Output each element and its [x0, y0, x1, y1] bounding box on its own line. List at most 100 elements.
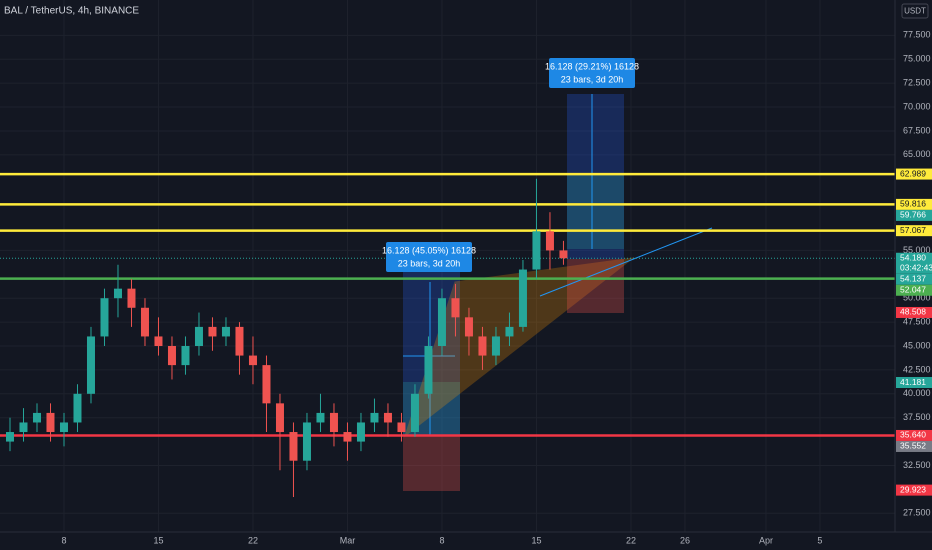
- price-label: 41.181: [900, 377, 926, 387]
- candle-body: [370, 412, 379, 423]
- candle-body: [100, 298, 109, 337]
- currency-badge[interactable]: [901, 3, 929, 19]
- currency: USDT: [904, 7, 926, 16]
- candle-body: [464, 317, 473, 337]
- price-label-box: [896, 209, 932, 221]
- price-label: 59.766: [900, 210, 926, 220]
- candle-body: [356, 422, 365, 442]
- candle-body: [383, 412, 392, 423]
- candle-body: [194, 326, 203, 347]
- x-tick-label: 22: [626, 535, 636, 545]
- price-label: 54.137: [900, 274, 926, 284]
- y-tick-label: 50.000: [903, 293, 931, 303]
- price-label-box: [896, 306, 932, 318]
- chart-title: BAL / TetherUS, 4h, BINANCE: [4, 6, 139, 17]
- long-loss-zone: [403, 436, 460, 491]
- candle-body: [424, 346, 433, 394]
- y-tick-label: 70.000: [903, 101, 931, 111]
- candle-body: [46, 412, 55, 433]
- measure-text: 16.128 (45.05%) 16128: [382, 245, 476, 255]
- y-tick-label: 77.500: [903, 30, 931, 40]
- candle-body: [505, 326, 514, 337]
- y-tick-label: 67.500: [903, 125, 931, 135]
- measure-text: 23 bars, 3d 20h: [561, 74, 624, 84]
- price-label-box: [896, 273, 932, 285]
- candle-body: [302, 422, 311, 461]
- candle-body: [316, 412, 325, 423]
- candle-body: [73, 393, 82, 423]
- candle-body: [559, 250, 568, 259]
- x-tick-label: 22: [248, 535, 258, 545]
- measure-tooltip: [549, 58, 635, 88]
- x-tick-label: Apr: [759, 535, 773, 545]
- candle-body: [181, 346, 190, 366]
- measure-text: 23 bars, 3d 20h: [398, 258, 461, 268]
- price-label-box: [896, 225, 932, 237]
- price-label-box: [896, 168, 932, 180]
- price-label-box: [896, 377, 932, 389]
- candle-body: [478, 336, 487, 356]
- candle-body: [248, 355, 257, 366]
- candle-body: [491, 336, 500, 356]
- candle-body: [154, 336, 163, 347]
- price-label: 54.180: [900, 253, 926, 263]
- measure-tooltip: [386, 242, 472, 272]
- price-label: 59.816: [900, 199, 926, 209]
- candle-body: [208, 326, 217, 337]
- price-label-box: [896, 198, 932, 210]
- y-tick-label: 55.000: [903, 245, 931, 255]
- x-tick-label: 5: [817, 535, 822, 545]
- price-label-box: [896, 440, 932, 452]
- candle-body: [397, 422, 406, 433]
- y-tick-label: 32.500: [903, 460, 931, 470]
- price-label: 52.047: [900, 285, 926, 295]
- x-tick-label: 8: [61, 535, 66, 545]
- price-label: 29.923: [900, 484, 926, 494]
- candle-body: [127, 288, 136, 308]
- y-tick-label: 27.500: [903, 508, 931, 518]
- x-tick-label: 15: [531, 535, 541, 545]
- y-tick-label: 72.500: [903, 78, 931, 88]
- candle-body: [545, 231, 554, 251]
- candle-body: [532, 231, 541, 270]
- x-tick-label: 26: [680, 535, 690, 545]
- price-label: 35.640: [900, 430, 926, 440]
- price-label-box: [896, 252, 932, 274]
- measure-text: 16.128 (29.21%) 16128: [545, 61, 639, 71]
- price-label-box: [896, 284, 932, 296]
- y-tick-label: 65.000: [903, 149, 931, 159]
- candle-body: [221, 326, 230, 337]
- y-tick-label: 42.500: [903, 364, 931, 374]
- candle-body: [518, 269, 527, 327]
- axis: 27.500 32.500 37.500 40.000 42.500 45.000 47.5…: [61, 30, 932, 545]
- price-label: 57.067: [900, 225, 926, 235]
- candle-body: [437, 298, 446, 347]
- candle-body: [289, 432, 298, 461]
- candle-body: [235, 326, 244, 356]
- candle-body: [275, 403, 284, 433]
- y-tick-label: 75.000: [903, 54, 931, 64]
- grid: [0, 0, 895, 532]
- price-label: 35.552: [900, 441, 926, 451]
- candle-body: [32, 412, 41, 423]
- candle-body: [19, 422, 28, 433]
- price-label-box: [896, 429, 932, 441]
- candle-body: [167, 346, 176, 366]
- candle-body: [329, 412, 338, 433]
- y-tick-label: 40.000: [903, 388, 931, 398]
- price-label: 48.508: [900, 307, 926, 317]
- candle-body: [113, 288, 122, 299]
- short-fill-zone: [567, 174, 624, 249]
- x-tick-label: 8: [439, 535, 444, 545]
- countdown: 03:42:43: [900, 263, 932, 273]
- candle-body: [5, 432, 14, 442]
- x-tick-label: Mar: [340, 535, 356, 545]
- y-tick-label: 47.500: [903, 316, 931, 326]
- candle-body: [451, 298, 460, 318]
- x-tick-label: 15: [153, 535, 163, 545]
- candle-body: [410, 393, 419, 433]
- candle-body: [86, 336, 95, 394]
- candle-body: [59, 422, 68, 433]
